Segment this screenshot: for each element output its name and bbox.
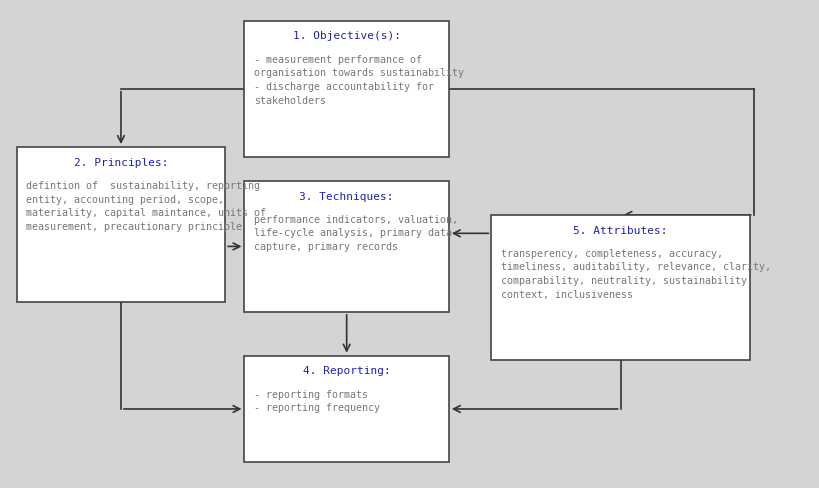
- Text: - measurement performance of
organisation towards sustainability
- discharge acc: - measurement performance of organisatio…: [253, 55, 463, 105]
- Text: 3. Techniques:: 3. Techniques:: [299, 192, 393, 202]
- FancyBboxPatch shape: [244, 181, 448, 312]
- Text: defintion of  sustainability, reporting
entity, accounting period, scope,
materi: defintion of sustainability, reporting e…: [26, 181, 265, 232]
- Text: performance indicators, valuation,
life-cycle analysis, primary data
capture, pr: performance indicators, valuation, life-…: [253, 215, 457, 252]
- Text: 1. Objective(s):: 1. Objective(s):: [292, 31, 400, 41]
- FancyBboxPatch shape: [244, 356, 448, 462]
- FancyBboxPatch shape: [491, 215, 749, 361]
- FancyBboxPatch shape: [244, 21, 448, 157]
- Text: transperency, completeness, accuracy,
timeliness, auditability, relevance, clari: transperency, completeness, accuracy, ti…: [500, 249, 770, 300]
- Text: 4. Reporting:: 4. Reporting:: [302, 366, 390, 376]
- Text: 2. Principles:: 2. Principles:: [74, 158, 168, 168]
- Text: - reporting formats
- reporting frequency: - reporting formats - reporting frequenc…: [253, 389, 379, 413]
- FancyBboxPatch shape: [17, 147, 225, 302]
- Text: 5. Attributes:: 5. Attributes:: [572, 225, 667, 236]
